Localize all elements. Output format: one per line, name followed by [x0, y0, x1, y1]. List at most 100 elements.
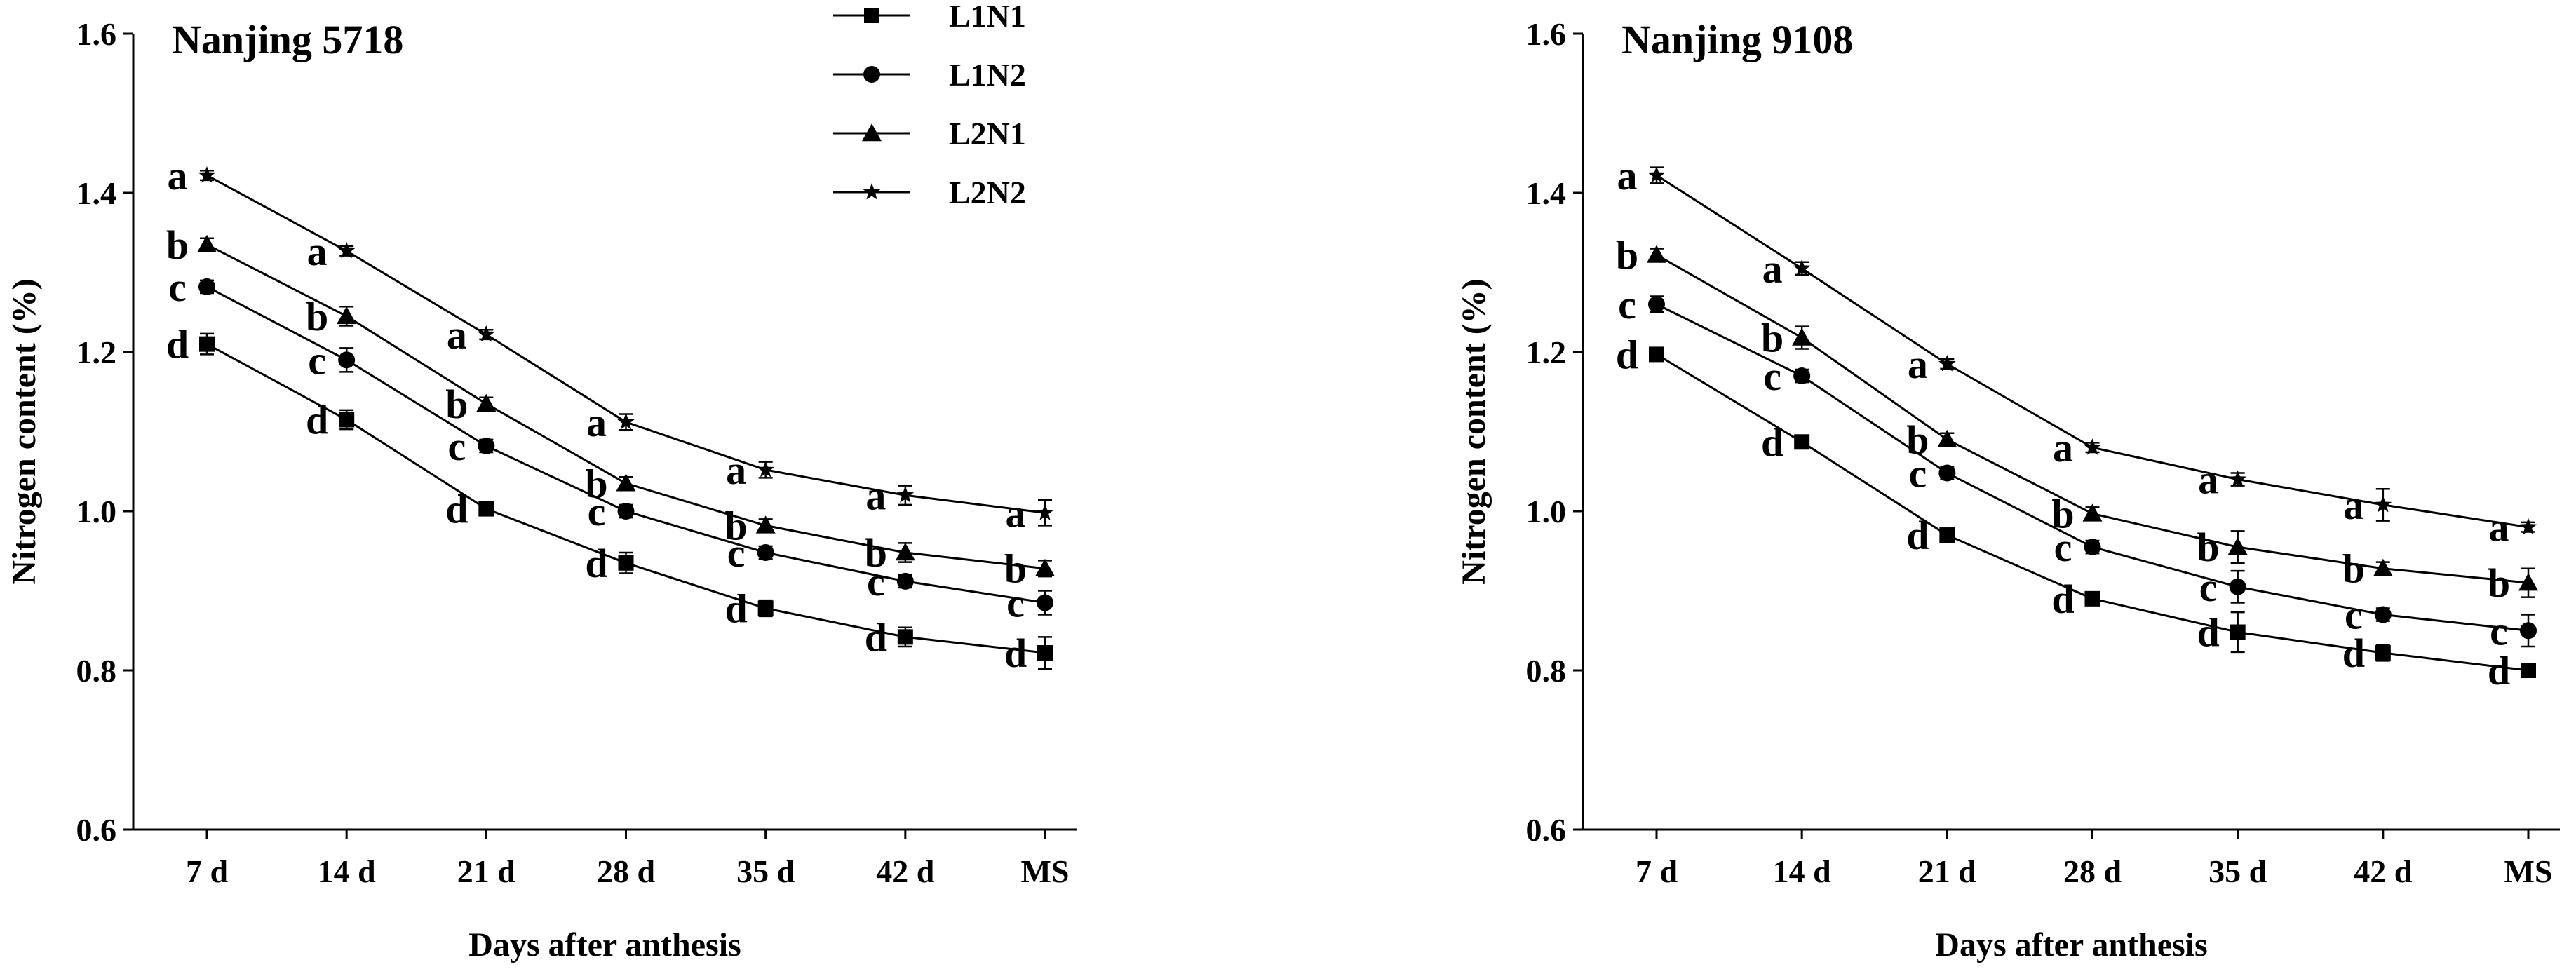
panel-title: Nanjing 5718: [172, 17, 403, 62]
series-line: [206, 243, 1046, 570]
legend-item-l2n1: L2N1: [833, 116, 1026, 151]
series-l2n2: a a a a a a a: [168, 153, 1054, 536]
series-line: [206, 343, 1046, 654]
data-point: [2520, 622, 2537, 640]
data-point: [757, 544, 774, 562]
y-tick-label: 1.0: [1526, 494, 1567, 529]
chart-panel-nanjing-9108: 0.6 0.8 1.0 1.2 1.4 1.6 7 d 14 d 21 d 28 d 35 d 42 …: [1455, 16, 2560, 963]
significance-letter: a: [168, 153, 188, 198]
significance-letter: b: [2197, 525, 2220, 570]
data-point: [1794, 434, 1810, 450]
data-point: [2373, 558, 2393, 576]
significance-letter: d: [2488, 648, 2510, 694]
y-tick-label: 1.2: [1526, 334, 1567, 370]
data-point: [1792, 327, 1812, 346]
significance-letter: c: [1618, 282, 1636, 327]
data-point: [897, 629, 913, 645]
x-tick-label: 21 d: [1918, 853, 1977, 889]
data-point: [618, 555, 634, 571]
data-point: [616, 473, 636, 492]
significance-letter: c: [867, 559, 885, 604]
series-l1n1: d d d d d d d: [1616, 332, 2536, 694]
significance-letter: c: [447, 424, 466, 469]
data-point: [2374, 606, 2392, 623]
data-point: [476, 393, 497, 412]
data-point: [1793, 367, 1811, 385]
data-point: [1938, 355, 1956, 372]
data-point: [1793, 259, 1811, 276]
legend-label: L2N1: [949, 116, 1026, 151]
x-tick-label: MS: [1021, 853, 1070, 889]
significance-letter: c: [1763, 353, 1781, 399]
data-point: [478, 501, 494, 517]
significance-letter: b: [2342, 546, 2365, 592]
significance-letter: a: [2343, 482, 2363, 528]
data-point: [1036, 503, 1054, 520]
legend-label: L1N2: [949, 57, 1026, 93]
significance-letter: a: [726, 447, 746, 493]
x-tick-label: 14 d: [1773, 853, 1832, 889]
significance-letter: a: [447, 312, 467, 358]
x-tick-label: 28 d: [2063, 853, 2122, 889]
y-axis-title: Nitrogen content (%): [6, 278, 43, 584]
significance-letter: d: [865, 614, 887, 660]
data-point: [2229, 578, 2246, 595]
series-line: [1656, 254, 2529, 584]
significance-letter: b: [585, 461, 607, 506]
data-point: [2227, 537, 2248, 555]
y-tick-label: 1.6: [1526, 16, 1567, 52]
series-l2n2: a a a a a a a: [1617, 153, 2537, 550]
significance-letter: d: [585, 541, 607, 586]
significance-letter: b: [445, 381, 468, 427]
data-point: [2082, 503, 2103, 522]
significance-letter: a: [2489, 505, 2509, 550]
data-point: [617, 503, 635, 520]
y-tick-label: 1.4: [76, 175, 117, 211]
y-tick-label: 1.4: [1526, 175, 1567, 211]
legend-label: L2N2: [949, 175, 1026, 210]
x-tick-label: 28 d: [597, 853, 656, 889]
data-point: [617, 412, 635, 430]
data-point: [1647, 166, 1666, 183]
x-tick-label: 14 d: [318, 853, 377, 889]
significance-letter: c: [588, 489, 606, 534]
significance-letter: c: [2199, 564, 2218, 610]
series-l2n1: b b b b b b b: [166, 222, 1055, 592]
significance-letter: d: [1004, 630, 1027, 676]
data-point: [755, 515, 776, 534]
data-point: [1035, 558, 1055, 576]
data-point: [2084, 539, 2101, 556]
significance-letter: c: [2345, 593, 2363, 638]
data-point: [1649, 346, 1664, 363]
significance-letter: c: [168, 264, 187, 310]
data-point: [1037, 594, 1053, 611]
series-l2n1: b b b b b b b: [1616, 233, 2538, 606]
data-point: [198, 166, 216, 183]
series-line: [1656, 174, 2529, 529]
panel-title: Nanjing 9108: [1621, 17, 1853, 62]
significance-letter: c: [1006, 581, 1025, 626]
significance-letter: b: [865, 530, 887, 576]
significance-letter: a: [586, 400, 607, 445]
significance-letter: a: [1908, 341, 1928, 387]
series-l1n2: c c c c c c c: [168, 264, 1053, 626]
series-line: [1656, 303, 2529, 632]
series-l1n2: c c c c c c c: [1618, 282, 2537, 654]
data-point: [757, 600, 774, 616]
significance-letter: d: [166, 322, 189, 367]
x-tick-label: 42 d: [876, 853, 935, 889]
series-line: [206, 174, 1046, 514]
data-point: [338, 351, 356, 369]
data-point: [1938, 464, 1956, 482]
data-point: [757, 461, 774, 478]
legend-marker: [863, 183, 881, 200]
y-tick-label: 1.0: [76, 494, 117, 529]
data-point: [2521, 663, 2536, 678]
y-tick-label: 0.8: [1526, 653, 1567, 689]
series-l1n1: d d d d d d d: [166, 322, 1053, 676]
y-tick-label: 1.2: [76, 334, 117, 370]
x-axis-title: Days after anthesis: [468, 926, 741, 963]
data-point: [1648, 295, 1665, 313]
y-tick-label: 1.6: [76, 16, 117, 52]
